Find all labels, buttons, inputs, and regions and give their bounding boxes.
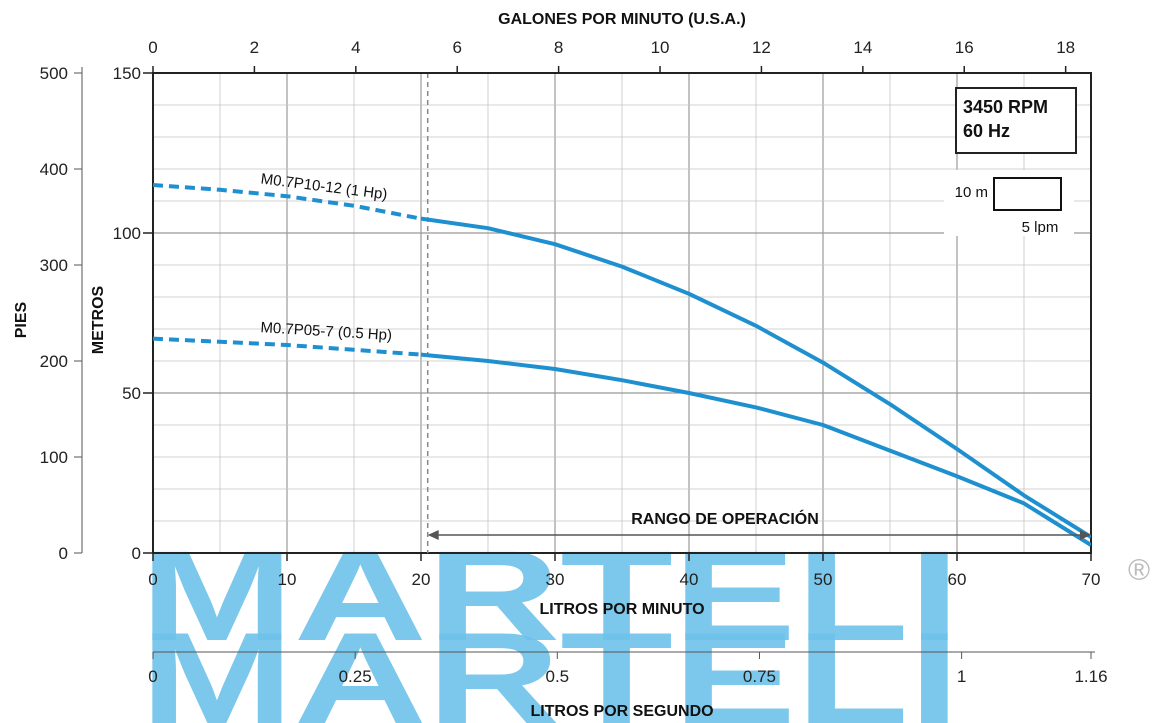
pies-tick-label: 400	[40, 160, 68, 179]
top-tick-label: 12	[752, 38, 771, 57]
info-box: 3450 RPM 60 Hz	[955, 87, 1077, 154]
scale-legend-horizontal: 5 lpm	[1022, 219, 1059, 236]
top-tick-label: 18	[1056, 38, 1075, 57]
info-box-frame	[955, 87, 1077, 154]
operating-range-label: RANGO DE OPERACIÓN	[631, 509, 819, 528]
top-tick-label: 6	[452, 38, 461, 57]
pies-tick-label: 300	[40, 256, 68, 275]
top-tick-label: 4	[351, 38, 360, 57]
top-tick-label: 0	[148, 38, 157, 57]
y-tick-label: 0	[132, 544, 141, 563]
x-tick-label: 50	[814, 570, 833, 589]
x-tick-label: 60	[948, 570, 967, 589]
lps-tick-label: 1.16	[1074, 667, 1107, 686]
top-axis-title: GALONES POR MINUTO (U.S.A.)	[498, 11, 746, 28]
series-2-line	[420, 352, 1091, 547]
pies-tick-label: 100	[40, 448, 68, 467]
x-tick-label: 30	[546, 570, 565, 589]
info-box-rpm: 3450 RPM	[963, 97, 1048, 117]
series-1-dashed-line	[153, 183, 422, 221]
pies-tick-label: 500	[40, 64, 68, 83]
top-tick-label: 8	[554, 38, 563, 57]
x-tick-label: 20	[412, 570, 431, 589]
series-2-dashed-line	[153, 336, 422, 357]
lps-tick-label: 0.75	[743, 667, 776, 686]
scale-legend-box	[993, 177, 1062, 211]
lps-axis-title: LITROS POR SEGUNDO	[530, 703, 713, 720]
series-1-line	[420, 216, 1091, 539]
x-tick-label: 0	[148, 570, 157, 589]
operating-range-arrowhead-left	[427, 530, 439, 540]
scale-legend-background	[944, 170, 1074, 236]
y-tick-label: 150	[113, 64, 141, 83]
series-group	[153, 183, 1091, 547]
scale-legend-vertical: 10 m	[955, 184, 988, 201]
metros-axis-title: METROS	[90, 285, 107, 354]
y-tick-label: 100	[113, 224, 141, 243]
lps-tick-label: 1	[957, 667, 966, 686]
axes: 0 10 20 30 40 50 60 700 2 4 6 8 10 12 14 16 180 0.25 0.5 0.…	[40, 38, 1108, 686]
x-axis-title: LITROS POR MINUTO	[539, 601, 704, 618]
registered-mark: ®	[1128, 554, 1150, 587]
lps-tick-label: 0.5	[545, 667, 569, 686]
pies-axis-title: PIES	[13, 301, 30, 338]
operating-range-arrow: RANGO DE OPERACIÓN	[427, 509, 1091, 540]
info-box-hz: 60 Hz	[963, 121, 1010, 141]
y-tick-label: 50	[122, 384, 141, 403]
operating-range-arrowhead-right	[1080, 530, 1091, 540]
pies-tick-label: 0	[59, 544, 68, 563]
top-tick-label: 10	[651, 38, 670, 57]
x-tick-label: 10	[278, 570, 297, 589]
top-tick-label: 16	[955, 38, 974, 57]
lps-tick-label: 0.25	[339, 667, 372, 686]
top-tick-label: 2	[250, 38, 259, 57]
watermark-text-lower: MARTELI	[140, 605, 960, 723]
pies-tick-label: 200	[40, 352, 68, 371]
scale-legend: 10 m 5 lpm	[944, 170, 1074, 236]
x-tick-label: 70	[1082, 570, 1101, 589]
lps-tick-label: 0	[148, 667, 157, 686]
top-tick-label: 14	[853, 38, 872, 57]
x-tick-label: 40	[680, 570, 699, 589]
